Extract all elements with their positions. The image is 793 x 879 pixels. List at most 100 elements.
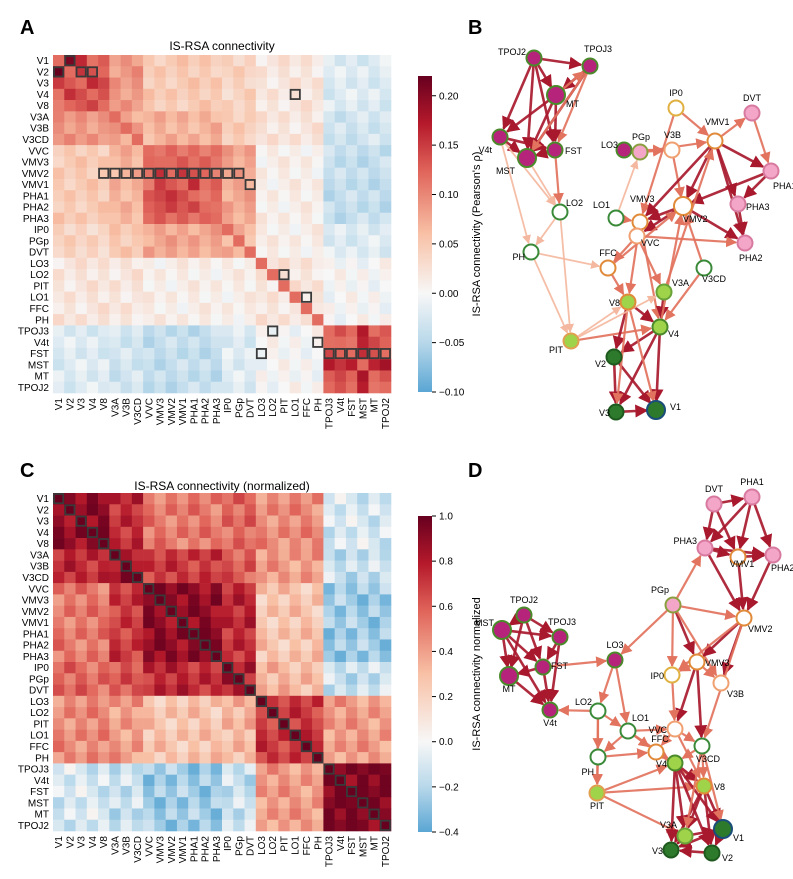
heatmap-c-column-label: V3 xyxy=(77,836,88,849)
heatmap-a-cell xyxy=(64,235,76,247)
heatmap-a-cell xyxy=(368,257,381,270)
heatmap-c-cell xyxy=(86,752,99,764)
heatmap-a-cell xyxy=(222,246,234,259)
heatmap-c-row-label: PH xyxy=(35,753,49,764)
network-d-edge xyxy=(602,781,697,794)
heatmap-a-cell xyxy=(267,111,279,123)
network-d-edge xyxy=(683,751,703,829)
network-d-edge xyxy=(735,562,749,611)
network-b-node-label: PGp xyxy=(632,132,650,142)
heatmap-c-cell xyxy=(199,774,212,787)
heatmap-c-cell xyxy=(233,628,245,640)
heatmap-a-cell xyxy=(267,190,279,202)
heatmap-a-cell xyxy=(300,269,313,281)
heatmap-c-cell xyxy=(278,504,290,516)
heatmap-c-cell xyxy=(267,718,279,730)
heatmap-a-cell xyxy=(188,347,200,360)
heatmap-c-cell xyxy=(323,718,335,730)
heatmap-a-cell xyxy=(222,291,234,304)
heatmap-a-cell xyxy=(379,280,392,292)
network-b-edge xyxy=(502,140,556,206)
heatmap-c-row-label: PIT xyxy=(33,719,49,730)
heatmap-a-cell xyxy=(244,347,257,360)
heatmap-c-cell xyxy=(379,493,392,505)
heatmap-a-cell xyxy=(323,77,335,90)
heatmap-c-cell xyxy=(176,684,189,697)
network-b-edge xyxy=(645,144,713,217)
heatmap-c-cell xyxy=(323,707,335,719)
heatmap-a-cell xyxy=(75,178,88,191)
heatmap-a-cell xyxy=(64,302,76,315)
heatmap-c-cell xyxy=(244,594,257,606)
heatmap-a-cell xyxy=(64,167,76,180)
heatmap-c-cell xyxy=(244,616,257,629)
heatmap-c-cell xyxy=(323,560,335,573)
heatmap-a-cell xyxy=(244,201,257,214)
heatmap-a-cell xyxy=(368,370,381,383)
heatmap-c-cell xyxy=(323,774,335,787)
heatmap-c-highlight-box xyxy=(53,493,65,505)
heatmap-c-cell xyxy=(75,538,88,550)
heatmap-a-cell xyxy=(267,88,279,101)
heatmap-a-cell xyxy=(109,201,121,214)
heatmap-c-cell xyxy=(75,549,88,561)
heatmap-a-cell xyxy=(143,280,155,292)
heatmap-c-cell xyxy=(278,662,290,674)
heatmap-c-cell xyxy=(109,729,121,742)
heatmap-a-cell xyxy=(278,167,290,180)
colorbar-c-label: IS-RSA connectivity normalized xyxy=(471,597,483,750)
heatmap-c-cell xyxy=(154,707,166,719)
heatmap-a-cell xyxy=(210,257,223,270)
heatmap-a-cell xyxy=(233,381,245,394)
heatmap-c-cell xyxy=(233,549,245,561)
heatmap-c-cell xyxy=(345,740,358,753)
network-d-node-label: LO2 xyxy=(575,697,592,707)
heatmap-c-cell xyxy=(300,526,313,539)
heatmap-c-cell xyxy=(267,729,279,742)
heatmap-a-cell xyxy=(267,201,279,214)
heatmap-c-cell xyxy=(289,560,302,573)
heatmap-a-cell xyxy=(289,156,302,168)
heatmap-c-cell xyxy=(379,662,392,674)
heatmap-a-cell xyxy=(154,55,166,67)
heatmap-a-cell xyxy=(75,302,88,315)
heatmap-c-cell xyxy=(222,515,234,528)
heatmap-a-cell xyxy=(244,381,257,394)
heatmap-a-cell xyxy=(323,336,335,349)
heatmap-c-cell xyxy=(98,729,110,742)
heatmap-c-cell xyxy=(120,628,133,640)
heatmap-a-cell xyxy=(131,269,144,281)
heatmap-c-cell xyxy=(210,583,223,595)
heatmap-a-cell xyxy=(199,66,212,78)
heatmap-c-cell xyxy=(75,718,88,730)
network-d-node-label: VMV2 xyxy=(748,624,773,634)
heatmap-c-cell xyxy=(120,763,133,775)
heatmap-c-cell xyxy=(75,673,88,685)
heatmap-c-cell xyxy=(222,616,234,629)
heatmap-a-cell xyxy=(210,359,223,371)
heatmap-a-cell xyxy=(255,167,268,180)
heatmap-a-cell xyxy=(143,325,155,337)
colorbar-a-ticks: 0.200.150.100.050.00−0.05−0.10 xyxy=(432,91,465,399)
panel-letter-d: D xyxy=(468,460,482,482)
heatmap-c-cell xyxy=(98,515,110,528)
heatmap-c-cell xyxy=(357,639,369,652)
network-b-node xyxy=(546,85,566,105)
heatmap-c-cell xyxy=(345,819,358,832)
heatmap-c-cell xyxy=(323,594,335,606)
heatmap-c-cell xyxy=(323,729,335,742)
heatmap-a-cell xyxy=(75,359,88,371)
heatmap-c-cell xyxy=(199,752,212,764)
heatmap-c-cell xyxy=(289,752,302,764)
heatmap-c-column-label: V4 xyxy=(88,836,99,849)
heatmap-a-cell xyxy=(312,212,324,225)
network-d-node xyxy=(705,495,723,513)
heatmap-c-cell xyxy=(233,808,245,821)
heatmap-c-cell xyxy=(131,515,144,528)
heatmap-c-cell xyxy=(53,819,65,832)
heatmap-c-cell xyxy=(300,560,313,573)
heatmap-a-cell xyxy=(368,111,381,123)
heatmap-a-cell xyxy=(109,370,121,383)
heatmap-a-cell xyxy=(222,88,234,101)
heatmap-a-cell xyxy=(300,257,313,270)
